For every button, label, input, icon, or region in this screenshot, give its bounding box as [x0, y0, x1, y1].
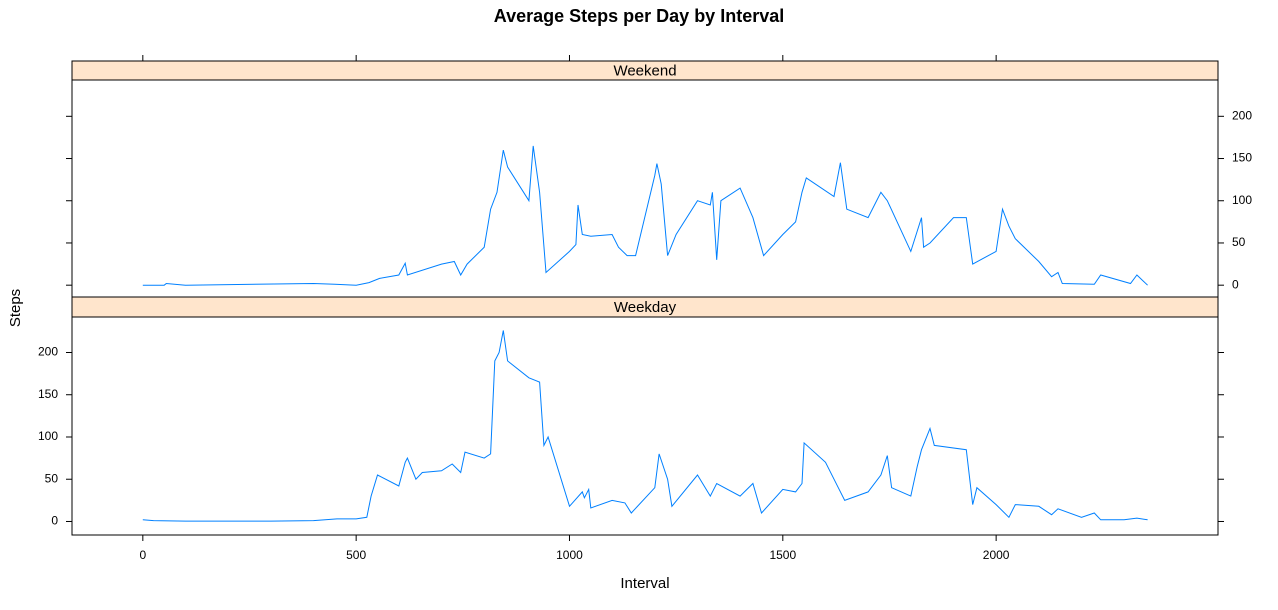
- strip-label: Weekend: [613, 62, 676, 79]
- x-tick-label: 0: [139, 548, 146, 562]
- y-tick-label: 100: [1232, 193, 1252, 207]
- chart-title: Average Steps per Day by Interval: [494, 6, 784, 26]
- y-tick-label: 0: [51, 514, 58, 528]
- y-tick-label: 0: [1232, 277, 1239, 291]
- y-tick-label: 150: [38, 387, 58, 401]
- y-tick-label: 100: [38, 429, 58, 443]
- y-tick-label: 200: [38, 345, 58, 359]
- data-line: [142, 145, 1148, 286]
- y-axis-label: Steps: [7, 289, 24, 327]
- y-tick-label: 200: [1232, 108, 1252, 122]
- x-tick-label: 1000: [556, 548, 583, 562]
- x-axis-label: Interval: [620, 575, 669, 592]
- panel-frame: [71, 316, 1219, 536]
- x-tick-label: 1500: [769, 548, 796, 562]
- y-tick-label: 150: [1232, 151, 1252, 165]
- strip-label: Weekday: [614, 299, 677, 316]
- data-line: [142, 330, 1148, 522]
- x-tick-label: 2000: [983, 548, 1010, 562]
- y-tick-label: 50: [1232, 235, 1246, 249]
- y-tick-label: 50: [45, 471, 59, 485]
- x-tick-label: 500: [346, 548, 366, 562]
